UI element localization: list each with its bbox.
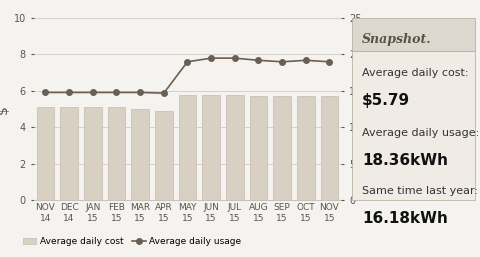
Text: Same time last year:: Same time last year: <box>362 186 478 196</box>
Y-axis label: kWh: kWh <box>366 94 380 125</box>
Text: 16.18kWh: 16.18kWh <box>362 211 448 226</box>
Bar <box>250 96 267 200</box>
Y-axis label: $: $ <box>0 105 10 114</box>
Bar <box>202 95 220 200</box>
Bar <box>155 111 173 200</box>
Text: Average daily usage:: Average daily usage: <box>362 128 479 138</box>
Bar <box>273 96 291 200</box>
Bar <box>60 107 78 200</box>
Legend: Average daily cost, Average daily usage: Average daily cost, Average daily usage <box>19 234 245 250</box>
Bar <box>84 107 102 200</box>
FancyBboxPatch shape <box>352 18 475 51</box>
Text: 18.36kWh: 18.36kWh <box>362 153 448 168</box>
Text: Average daily cost:: Average daily cost: <box>362 68 468 78</box>
Bar <box>179 95 196 200</box>
Bar <box>321 96 338 200</box>
Bar <box>36 107 54 200</box>
Bar <box>131 109 149 200</box>
Text: $5.79: $5.79 <box>362 93 410 108</box>
Bar <box>226 95 244 200</box>
Bar <box>108 107 125 200</box>
Text: Snapshot.: Snapshot. <box>362 33 432 46</box>
FancyBboxPatch shape <box>352 51 475 200</box>
Bar <box>297 96 315 200</box>
